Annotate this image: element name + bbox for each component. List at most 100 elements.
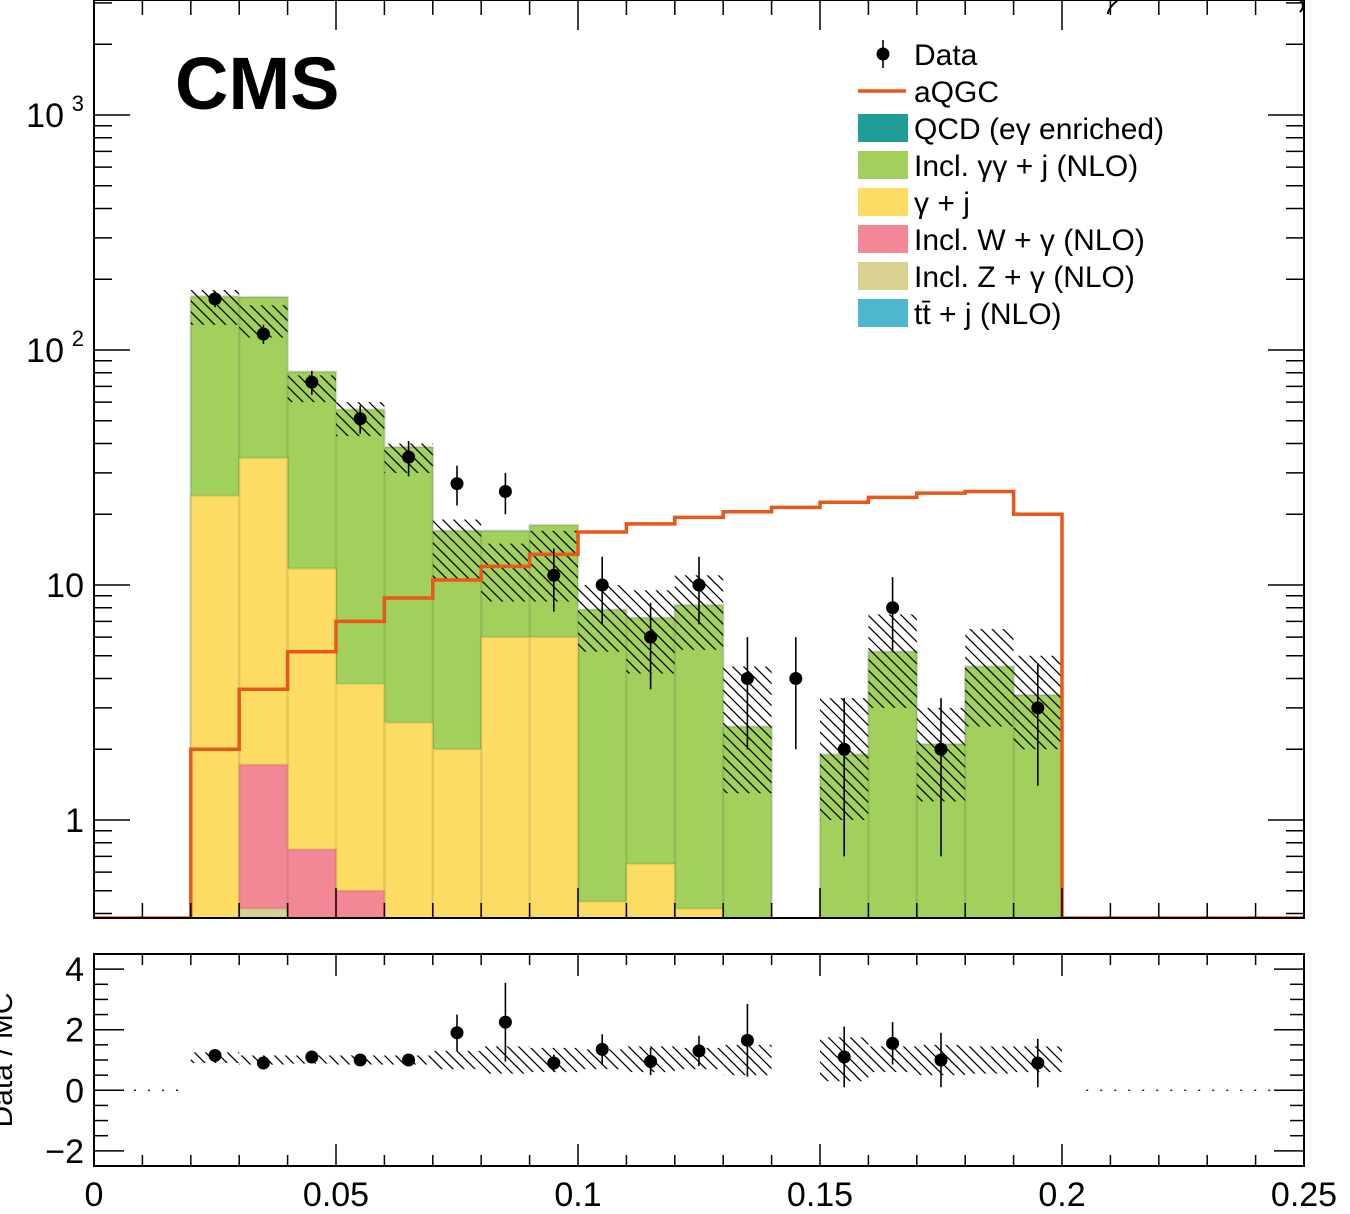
legend-label: QCD (eγ enriched) (914, 113, 1164, 146)
data-point (353, 405, 367, 434)
y-tick-label: 10 (46, 567, 84, 605)
ratio-uncertainty-box (965, 1046, 1014, 1074)
legend-label: aQGC (914, 76, 999, 109)
ratio-point (644, 1047, 658, 1076)
bar (336, 683, 385, 918)
legend-label: Data (914, 39, 978, 72)
legend-entry: tt̄ + j (NLO) (858, 298, 1062, 331)
ratio-point (837, 1026, 851, 1088)
legend-entry: aQGC (858, 76, 999, 109)
ratio-points (208, 982, 1045, 1088)
stacked-histogram (189, 295, 1064, 918)
bar (626, 863, 675, 918)
y-tick-label: 1 (65, 802, 84, 840)
data-point (789, 637, 803, 750)
data-point (498, 472, 512, 515)
bar (190, 495, 240, 918)
x-tick-label: 0.25 (1271, 1176, 1337, 1214)
legend-entry: γ + j (858, 187, 970, 220)
data-point (886, 577, 900, 652)
ratio-y-tick-label: 0 (65, 1072, 84, 1110)
bar (578, 609, 627, 918)
legend-entry: Incl. W + γ (NLO) (858, 224, 1145, 257)
ratio-point (547, 1054, 561, 1072)
ratio-point (402, 1053, 416, 1067)
main-frame (93, 0, 1305, 919)
data-point (934, 698, 948, 857)
bar (287, 849, 336, 918)
y-tick-label: 10 (26, 332, 64, 370)
ratio-point (886, 1022, 900, 1065)
ratio-point (498, 982, 512, 1062)
bar (674, 605, 724, 918)
ratio-y-tick-label: 4 (65, 951, 84, 989)
data-point (305, 370, 319, 395)
cms-label: CMS (175, 42, 339, 125)
x-tick-label: 0 (85, 1176, 104, 1214)
aqgc-line (94, 489, 1304, 918)
legend-entry: Incl. γγ + j (NLO) (858, 150, 1138, 183)
bar-outline (189, 456, 725, 918)
ratio-point (208, 1048, 222, 1062)
legend-label: Incl. Z + γ (NLO) (914, 261, 1135, 294)
data-point (547, 548, 561, 612)
x-tick-label: 0.1 (554, 1176, 601, 1214)
main-axes: 1 10 10 2 10 3 (26, 0, 1305, 919)
legend: Data aQGC QCD (eγ enriched) Incl. γγ + j (N… (858, 39, 1164, 331)
bar (674, 908, 724, 918)
ratio-point (692, 1035, 706, 1067)
legend-label: Incl. γγ + j (NLO) (914, 150, 1138, 183)
legend-entry: Incl. Z + γ (NLO) (858, 261, 1135, 294)
ratio-point (740, 1003, 754, 1077)
x-tick-label: 0.15 (787, 1176, 853, 1214)
bar (384, 722, 433, 918)
ratio-point (305, 1050, 319, 1064)
legend-entry: Data (876, 39, 978, 72)
bar (529, 637, 578, 918)
ratio-y-axis-label: Data / MC (0, 992, 19, 1127)
ratio-y-tick-label: 2 (65, 1012, 84, 1050)
bar (432, 749, 482, 918)
ratio-uncertainty-box (432, 1050, 482, 1070)
stack-incl-w-nlo- (237, 763, 386, 918)
data-point (1031, 664, 1045, 786)
clipped-header-bracket (1107, 0, 1304, 15)
legend-label: γ + j (914, 187, 970, 220)
uncertainty-box (432, 519, 482, 581)
legend-label: Incl. W + γ (NLO) (914, 224, 1145, 257)
ratio-point (1031, 1038, 1045, 1088)
bar (578, 901, 627, 918)
ratio-uncertainty-band (134, 1037, 1284, 1091)
bar (239, 908, 288, 918)
x-tick-label: 0.2 (1038, 1176, 1085, 1214)
legend-label: tt̄ + j (NLO) (914, 298, 1062, 331)
ratio-y-tick-label: −2 (45, 1133, 84, 1171)
data-point (402, 440, 416, 477)
data-point (740, 637, 754, 750)
bar (239, 764, 288, 918)
ratio-point (353, 1053, 367, 1067)
data-point (692, 556, 706, 625)
y-tick-exponent: 2 (72, 326, 84, 351)
data-point (256, 324, 270, 345)
data-point (837, 698, 851, 857)
x-tick-label: 0.05 (303, 1176, 369, 1214)
bar (336, 890, 385, 918)
aqgc-step-line (94, 489, 1304, 918)
data-point (208, 291, 222, 308)
data-point (450, 465, 464, 506)
y-tick-exponent: 3 (72, 91, 84, 116)
data-point (644, 602, 658, 690)
bar (481, 637, 530, 918)
uncertainty-box (965, 628, 1014, 727)
data-point (595, 556, 609, 625)
y-tick-label: 10 (26, 97, 64, 135)
ratio-point (450, 1014, 464, 1051)
ratio-point (934, 1032, 948, 1088)
uncertainty-box (481, 543, 530, 602)
legend-entry: QCD (eγ enriched) (858, 113, 1164, 146)
stack-incl-z-nlo- (237, 907, 289, 918)
ratio-point (595, 1034, 609, 1065)
ratio-point (256, 1056, 270, 1070)
